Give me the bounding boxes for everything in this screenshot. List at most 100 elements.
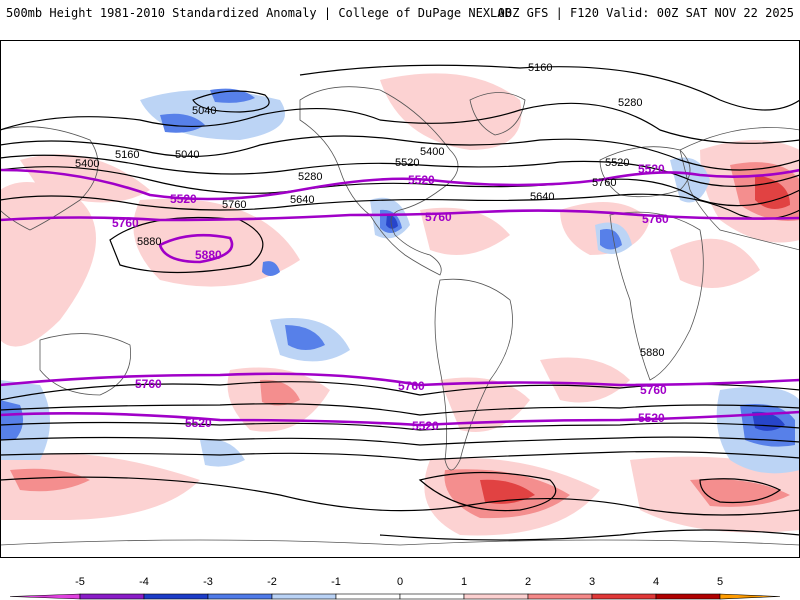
anomaly-neg-strong (160, 113, 205, 133)
anomaly-pos-strong (480, 479, 535, 504)
colorbar-tick-label: 1 (461, 576, 467, 588)
colorbar-tick-label: -1 (331, 576, 341, 588)
contour-line (699, 478, 782, 504)
continent-asia (679, 127, 800, 251)
anomaly-map: 5160 5280 5040 5400 5520 5640 5760 5880 … (0, 40, 800, 558)
anomaly-pos-area (670, 238, 760, 288)
contour-line (0, 403, 800, 416)
anomaly-neg-strong (262, 261, 280, 276)
colorbar-tick-label: 5 (717, 576, 723, 588)
colorbar-segment (655, 593, 721, 600)
anomaly-neg-area (200, 439, 245, 467)
land-outlines (0, 86, 800, 546)
contour-label-purple: 5520 (185, 416, 212, 430)
contour-5760-south (0, 372, 800, 387)
colorbar-tick-label: -2 (267, 576, 277, 588)
contour-5520-north (0, 168, 800, 201)
colorbar-segment (271, 593, 337, 600)
header-bar: 500mb Height 1981-2010 Standardized Anom… (0, 0, 800, 30)
contour-label: 5400 (420, 146, 444, 158)
contour-line (0, 166, 800, 207)
colorbar-segment (335, 593, 401, 600)
contour-label-purple: 5760 (398, 379, 425, 393)
colorbar: -5 -4 -3 -2 -1 0 1 2 3 4 5 (9, 576, 781, 600)
contour-label: 5880 (137, 236, 161, 248)
contour-label: 5520 (395, 157, 419, 169)
contour-label: 5280 (618, 97, 642, 109)
colorbar-arrow-left (9, 593, 81, 600)
anomaly-pos-strong (10, 468, 90, 492)
contour-label-purple: 5760 (112, 216, 139, 230)
contour-line (0, 476, 800, 516)
contour-label: 5160 (528, 62, 552, 74)
anomaly-neg-strong (600, 229, 622, 250)
colorbar-bar (9, 593, 781, 600)
contour-label-purple: 5880 (195, 248, 222, 262)
map-title: 500mb Height 1981-2010 Standardized Anom… (6, 6, 512, 20)
contour-label: 5760 (222, 199, 246, 211)
contour-label: 5640 (290, 194, 314, 206)
contour-5760-north (0, 209, 800, 222)
anomaly-neg-core (386, 214, 398, 229)
contour-label-purple: 5760 (640, 383, 667, 397)
colorbar-tick-label: -5 (75, 576, 85, 588)
colorbar-segment (207, 593, 273, 600)
colorbar-arrow-right (719, 593, 781, 600)
continent-asia-east (0, 126, 99, 231)
contour-label-purple: 5520 (638, 411, 665, 425)
anomaly-pos-area (380, 73, 522, 150)
anomaly-pos-area (440, 377, 530, 432)
contour-label-purple: 5520 (408, 173, 435, 187)
contour-line (379, 529, 800, 541)
contour-label: 5280 (298, 171, 322, 183)
contour-label-purple: 5520 (412, 419, 439, 433)
contour-line (0, 154, 800, 188)
colorbar-segment (399, 593, 465, 600)
contour-label-purple: 5760 (135, 377, 162, 391)
contour-line (192, 90, 270, 113)
emphasis-contours (0, 168, 800, 427)
run-info: 00Z GFS | F120 Valid: 00Z SAT NOV 22 202… (497, 6, 794, 20)
contour-label-purple: 5760 (425, 210, 452, 224)
colorbar-tick-label: 3 (589, 576, 595, 588)
anomaly-neg-strong (285, 325, 325, 350)
contour-label: 5760 (592, 177, 616, 189)
contour-5520-south (0, 410, 800, 427)
colorbar-tick-label: 4 (653, 576, 659, 588)
anomaly-pos-area (540, 357, 630, 403)
contour-line (299, 64, 800, 111)
anomaly-pos-area (420, 207, 510, 255)
contour-label: 5160 (115, 149, 139, 161)
contour-label: 5880 (640, 347, 664, 359)
continent-australia (39, 333, 132, 396)
colorbar-tick-label: -3 (203, 576, 213, 588)
colorbar-segment (591, 593, 657, 600)
contour-line (0, 436, 800, 446)
contour-label-purple: 5520 (170, 192, 197, 206)
anomaly-pos-strong (260, 379, 300, 406)
colorbar-tick-label: 0 (397, 576, 403, 588)
contour-label-purple: 5520 (638, 162, 665, 176)
colorbar-segment (143, 593, 209, 600)
continent-antarctica (0, 539, 800, 546)
colorbar-tick-label: 2 (525, 576, 531, 588)
colorbar-segment (527, 593, 593, 600)
contour-line (0, 451, 800, 461)
contour-line (0, 135, 800, 171)
colorbar-segment (463, 593, 529, 600)
colorbar-tick-label: -4 (139, 576, 149, 588)
contour-line (418, 471, 557, 512)
contour-line (0, 102, 800, 144)
anomaly-pos-area (0, 182, 96, 347)
contour-label: 5400 (75, 158, 99, 170)
contour-label: 5640 (530, 191, 554, 203)
colorbar-ticks: -5 -4 -3 -2 -1 0 1 2 3 4 5 (75, 576, 723, 588)
contour-line (0, 421, 800, 431)
contour-label: 5040 (192, 105, 216, 117)
colorbar-segment (79, 593, 145, 600)
contour-label-purple: 5760 (642, 212, 669, 226)
continent-greenland (469, 92, 526, 136)
continent-south-america (434, 278, 513, 471)
continent-africa (609, 211, 704, 381)
contour-label: 5520 (605, 157, 629, 169)
